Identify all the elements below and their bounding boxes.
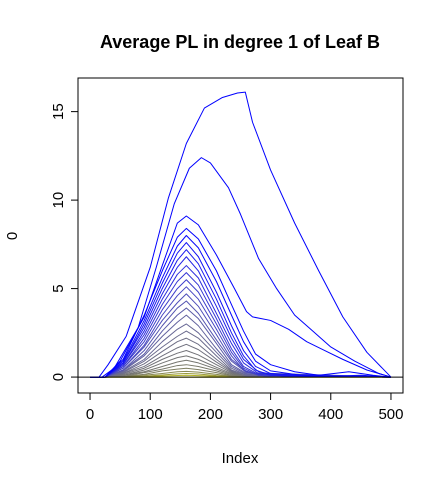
x-tick-label: 500 — [378, 406, 403, 423]
y-tick-label: 15 — [50, 103, 67, 120]
y-tick-label: 0 — [50, 373, 67, 381]
series-line-12 — [90, 286, 391, 378]
series-line-3 — [90, 215, 392, 378]
y-axis-label: 0 — [4, 232, 21, 240]
series-line-10 — [90, 272, 391, 378]
x-axis-label: Index — [222, 450, 259, 467]
x-tick-label: 100 — [138, 406, 163, 423]
y-axis: 0 5 10 15 — [50, 103, 79, 381]
y-tick-label: 5 — [50, 284, 67, 292]
series-line-19 — [90, 337, 391, 378]
series-line-17 — [90, 323, 391, 378]
plot-frame — [77, 77, 404, 394]
series-line-5 — [90, 235, 391, 378]
series-line-16 — [90, 314, 391, 378]
series-layer — [90, 91, 392, 378]
x-tick-label: 200 — [198, 406, 223, 423]
series-line-2 — [90, 157, 392, 378]
x-tick-label: 400 — [318, 406, 343, 423]
x-tick-label: 300 — [258, 406, 283, 423]
y-tick-label: 10 — [50, 192, 67, 209]
series-line-6 — [90, 242, 391, 378]
series-line-21 — [90, 350, 391, 378]
series-line-18 — [90, 330, 391, 378]
series-line-22 — [90, 355, 391, 378]
series-line-1 — [90, 91, 392, 378]
x-axis: 0 100 200 300 400 500 — [86, 392, 403, 423]
x-tick-label: 0 — [86, 406, 94, 423]
series-line-14 — [90, 300, 391, 378]
series-line-24 — [90, 364, 391, 378]
chart-title: Average PL in degree 1 of Leaf B — [100, 32, 380, 52]
